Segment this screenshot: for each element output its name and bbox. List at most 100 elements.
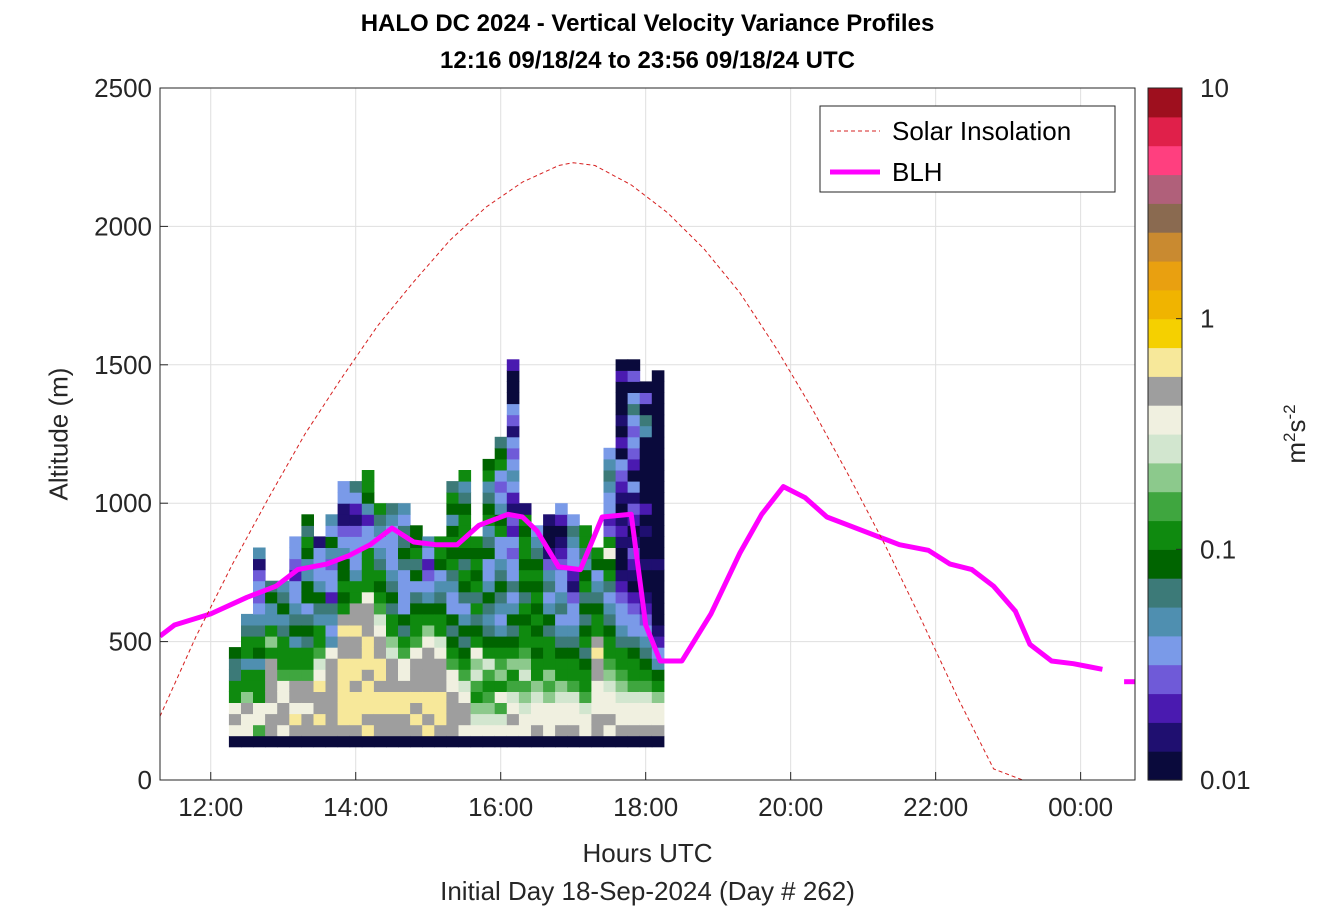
variance-cell [603, 481, 617, 493]
variance-cell [241, 658, 254, 670]
variance-cell [458, 591, 472, 604]
colorbar-tick-label: 0.01 [1200, 765, 1251, 795]
variance-cell [422, 613, 435, 626]
variance-cell [506, 414, 520, 427]
variance-cell [627, 702, 641, 715]
variance-cell [567, 591, 580, 604]
variance-cell [639, 735, 653, 748]
variance-cell [349, 514, 363, 526]
variance-cell [567, 735, 580, 748]
variance-cell [386, 569, 399, 582]
variance-cell [301, 724, 314, 737]
variance-cell [615, 558, 629, 571]
variance-cell [349, 481, 363, 493]
variance-cell [349, 580, 363, 593]
variance-cell [615, 647, 629, 659]
variance-cell [410, 735, 423, 748]
variance-cell [458, 680, 472, 692]
variance-cell [373, 514, 387, 526]
x-axis-label: Hours UTC [582, 838, 713, 868]
variance-cell [579, 613, 592, 626]
variance-cell [627, 713, 641, 726]
variance-cell [627, 658, 641, 670]
variance-cell [446, 492, 459, 504]
variance-cell [458, 547, 472, 560]
variance-cell [361, 713, 375, 726]
variance-cell [361, 680, 375, 692]
variance-cell [398, 680, 411, 692]
variance-cell [615, 403, 629, 416]
variance-cell [228, 702, 242, 715]
variance-cell [506, 447, 520, 460]
variance-cell [651, 735, 665, 748]
variance-cell [567, 658, 580, 670]
variance-cell [422, 658, 435, 670]
variance-cell [349, 636, 363, 648]
variance-cell [301, 580, 314, 593]
variance-cell [337, 713, 351, 726]
variance-cell [482, 636, 496, 648]
variance-cell [325, 691, 339, 703]
variance-cell [639, 680, 653, 692]
variance-cell [506, 547, 520, 560]
variance-cell [410, 591, 423, 604]
variance-cell [567, 636, 580, 648]
variance-cell [337, 569, 351, 582]
variance-cell [361, 470, 375, 482]
variance-cell [337, 636, 351, 648]
variance-cell [446, 591, 459, 604]
variance-cell [651, 569, 665, 582]
variance-cell [398, 591, 411, 604]
variance-cell [422, 702, 435, 715]
variance-cell [313, 625, 327, 637]
y-tick-label: 2000 [94, 211, 152, 241]
variance-cell [603, 602, 617, 615]
variance-cell [627, 492, 641, 504]
variance-cell [531, 536, 544, 548]
variance-cell [313, 580, 327, 593]
variance-cell [482, 735, 496, 748]
variance-cell [506, 425, 520, 438]
variance-cell [482, 691, 496, 703]
variance-cell [506, 713, 520, 726]
variance-cell [567, 613, 580, 626]
variance-cell [531, 724, 544, 737]
variance-cell [386, 547, 399, 560]
variance-cell [337, 591, 351, 604]
variance-cell [518, 569, 532, 582]
variance-cell [422, 735, 435, 748]
variance-cell [386, 702, 399, 715]
variance-cell [651, 414, 665, 427]
variance-cell [506, 458, 520, 471]
variance-cell [301, 702, 314, 715]
variance-cell [289, 591, 302, 604]
variance-cell [410, 691, 423, 703]
variance-cell [398, 602, 411, 615]
variance-cell [506, 403, 520, 416]
variance-cell [398, 735, 411, 748]
variance-cell [301, 613, 314, 626]
variance-cell [531, 569, 544, 582]
variance-cell [482, 569, 496, 582]
variance-cell [591, 602, 604, 615]
variance-cell [277, 602, 290, 615]
variance-cell [615, 658, 629, 670]
variance-cell [639, 525, 653, 537]
variance-cell [567, 625, 580, 637]
variance-cell [277, 669, 290, 681]
variance-cell [591, 680, 604, 692]
variance-cell [603, 647, 617, 659]
variance-cell [373, 591, 387, 604]
variance-cell [555, 724, 568, 737]
variance-cell [531, 591, 544, 604]
variance-cell [603, 503, 617, 515]
variance-cell [518, 669, 532, 681]
variance-cell [603, 613, 617, 626]
variance-cell [313, 547, 327, 560]
variance-cell [398, 558, 411, 571]
variance-cell [615, 680, 629, 692]
variance-cell [361, 691, 375, 703]
variance-cell [434, 625, 447, 637]
variance-cell [422, 625, 435, 637]
variance-cell [579, 591, 592, 604]
